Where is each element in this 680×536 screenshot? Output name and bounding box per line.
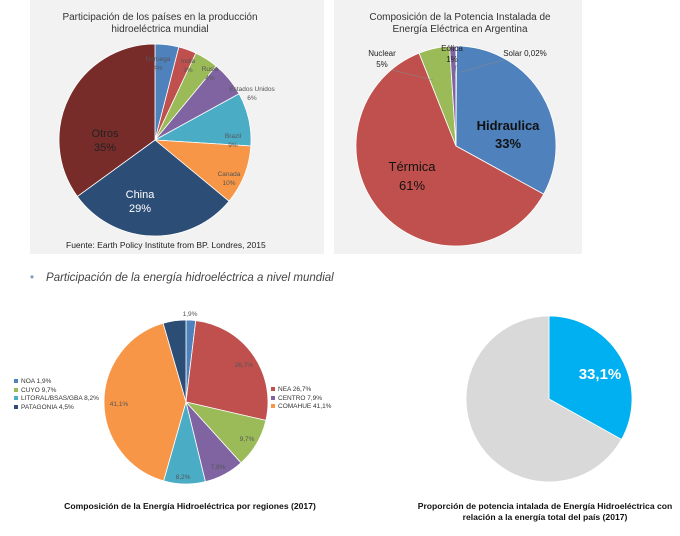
chart1-source: Fuente: Earth Policy Institute from BP. … — [66, 240, 266, 250]
chart1-title: Participación de los países en la produc… — [62, 12, 258, 35]
chart4-slice-resto — [465, 315, 623, 483]
chart1-label-brazil-value: 9% — [228, 142, 238, 149]
chart3-legend-item-cuyo: CUYO 9,7% — [14, 387, 99, 396]
chart3-slice-comahue — [103, 322, 187, 482]
chart3-legend-left: NOA 1,9% CUYO 9,7% LITORAL/BSAS/GBA 8,2% PA… — [14, 378, 99, 412]
chart1-label-estados-unidos-value: 6% — [247, 95, 257, 102]
chart2-slice-hidraulica — [455, 45, 557, 195]
legend-swatch — [271, 395, 275, 400]
chart4-title: Proporción de potencia intalada de Energ… — [417, 501, 673, 522]
chart3-label-cuyo: 9,7% — [240, 436, 255, 443]
chart3-legend-item-centro: CENTRO 7,9% — [271, 395, 331, 404]
chart3-legend-right: NEA 26,7% CENTRO 7,9% COMAHUE 41,1% — [271, 386, 331, 412]
chart2-leader-line-1 — [391, 69, 434, 81]
chart1-label-brazil-name: Brazil — [225, 133, 242, 140]
chart3-title: Composición de la Energía Hidroeléctrica… — [64, 501, 316, 511]
chart3-label-nea: 26,7% — [235, 362, 254, 369]
chart3-label-centro: 7,9% — [211, 464, 226, 471]
chart2-label-nuclear-value: 5% — [376, 60, 388, 69]
chart1-slice-otros — [58, 43, 156, 197]
legend-swatch — [14, 404, 18, 409]
chart2-label-hidraulica-name: Hidraulica — [477, 118, 541, 133]
chart1-label-noruega-value: 4% — [153, 65, 163, 72]
chart1-label-canada-value: 10% — [222, 180, 235, 187]
chart1-label-noruega-name: Noruega — [146, 56, 171, 63]
chart1-label-estados-unidos-name: Estados Unidos — [229, 86, 275, 93]
chart3-legend-item-comahue: COMAHUE 41,1% — [271, 403, 331, 412]
legend-text: CUYO 9,7% — [21, 386, 57, 394]
bullet-text: Participación de la energía hidroeléctri… — [46, 272, 334, 284]
chart3-legend-item-noa: NOA 1,9% — [14, 378, 99, 387]
legend-swatch — [14, 387, 18, 392]
chart2-leader-line-2 — [454, 64, 457, 77]
chart3-slice-nea — [185, 320, 269, 421]
chart2-label-termica-value: 61% — [399, 178, 425, 193]
chart4-slice-hidroel-ctrica — [548, 315, 633, 440]
chart3-label-noa: 1,9% — [183, 311, 198, 318]
chart1-label-canada-name: Canada — [218, 171, 241, 178]
legend-text: COMAHUE 41,1% — [278, 403, 332, 410]
legend-text: NOA 1,9% — [21, 378, 52, 385]
legend-text: NEA 26,7% — [278, 386, 312, 393]
legend-text: CENTRO 7,9% — [278, 394, 323, 402]
chart1-label-india-name: India — [181, 58, 195, 65]
chart1-label-otros-name: Otros — [92, 128, 119, 140]
chart1-label-rusia-name: Rusia — [202, 66, 219, 73]
chart2-label-solar: Solar 0,02% — [503, 49, 547, 58]
legend-swatch — [271, 387, 275, 392]
chart1-label-otros-value: 35% — [94, 142, 116, 154]
chart2-label-eolica-name: Eólica — [441, 44, 463, 53]
chart2-label-eolica-value: 1% — [446, 55, 458, 64]
chart2-slice-t-rmica — [355, 52, 545, 247]
chart1-label-china-value: 29% — [129, 203, 151, 215]
chart2-leader-line-3 — [460, 59, 504, 73]
legend-swatch — [14, 396, 18, 401]
chart2-slice-solar — [455, 45, 457, 147]
chart1-slice-china — [76, 139, 230, 237]
chart3-label-comahue: 41,1% — [110, 401, 129, 408]
chart2-label-termica-name: Térmica — [389, 159, 437, 174]
chart4-label-hidroelectrica: 33,1% — [579, 366, 622, 383]
chart3-legend-item-patagonia: PATAGONIA 4,5% — [14, 404, 99, 413]
chart3-slice-patagonia — [162, 319, 187, 403]
chart3-legend-item-litoral-bsas-gba: LITORAL/BSAS/GBA 8,2% — [14, 395, 99, 404]
chart2-label-hidraulica-value: 33% — [495, 136, 521, 151]
chart2-title: Composición de la Potencia Instalada de … — [369, 12, 551, 35]
chart1-label-india-value: 3% — [183, 67, 193, 74]
chart3-legend-item-nea: NEA 26,7% — [271, 386, 331, 395]
legend-text: LITORAL/BSAS/GBA 8,2% — [21, 395, 99, 402]
legend-swatch — [14, 379, 18, 384]
legend-swatch — [271, 404, 275, 409]
chart3-label-litoral-bsas-gba: 8,2% — [176, 474, 191, 481]
chart1-label-rusia-value: 4% — [205, 75, 215, 82]
bullet-line: • Participación de la energía hidroeléctr… — [30, 272, 334, 284]
chart2-label-nuclear-name: Nuclear — [368, 49, 396, 58]
chart1-label-china-name: China — [126, 189, 156, 201]
bullet-mark: • — [30, 272, 35, 284]
legend-text: PATAGONIA 4,5% — [21, 403, 74, 411]
